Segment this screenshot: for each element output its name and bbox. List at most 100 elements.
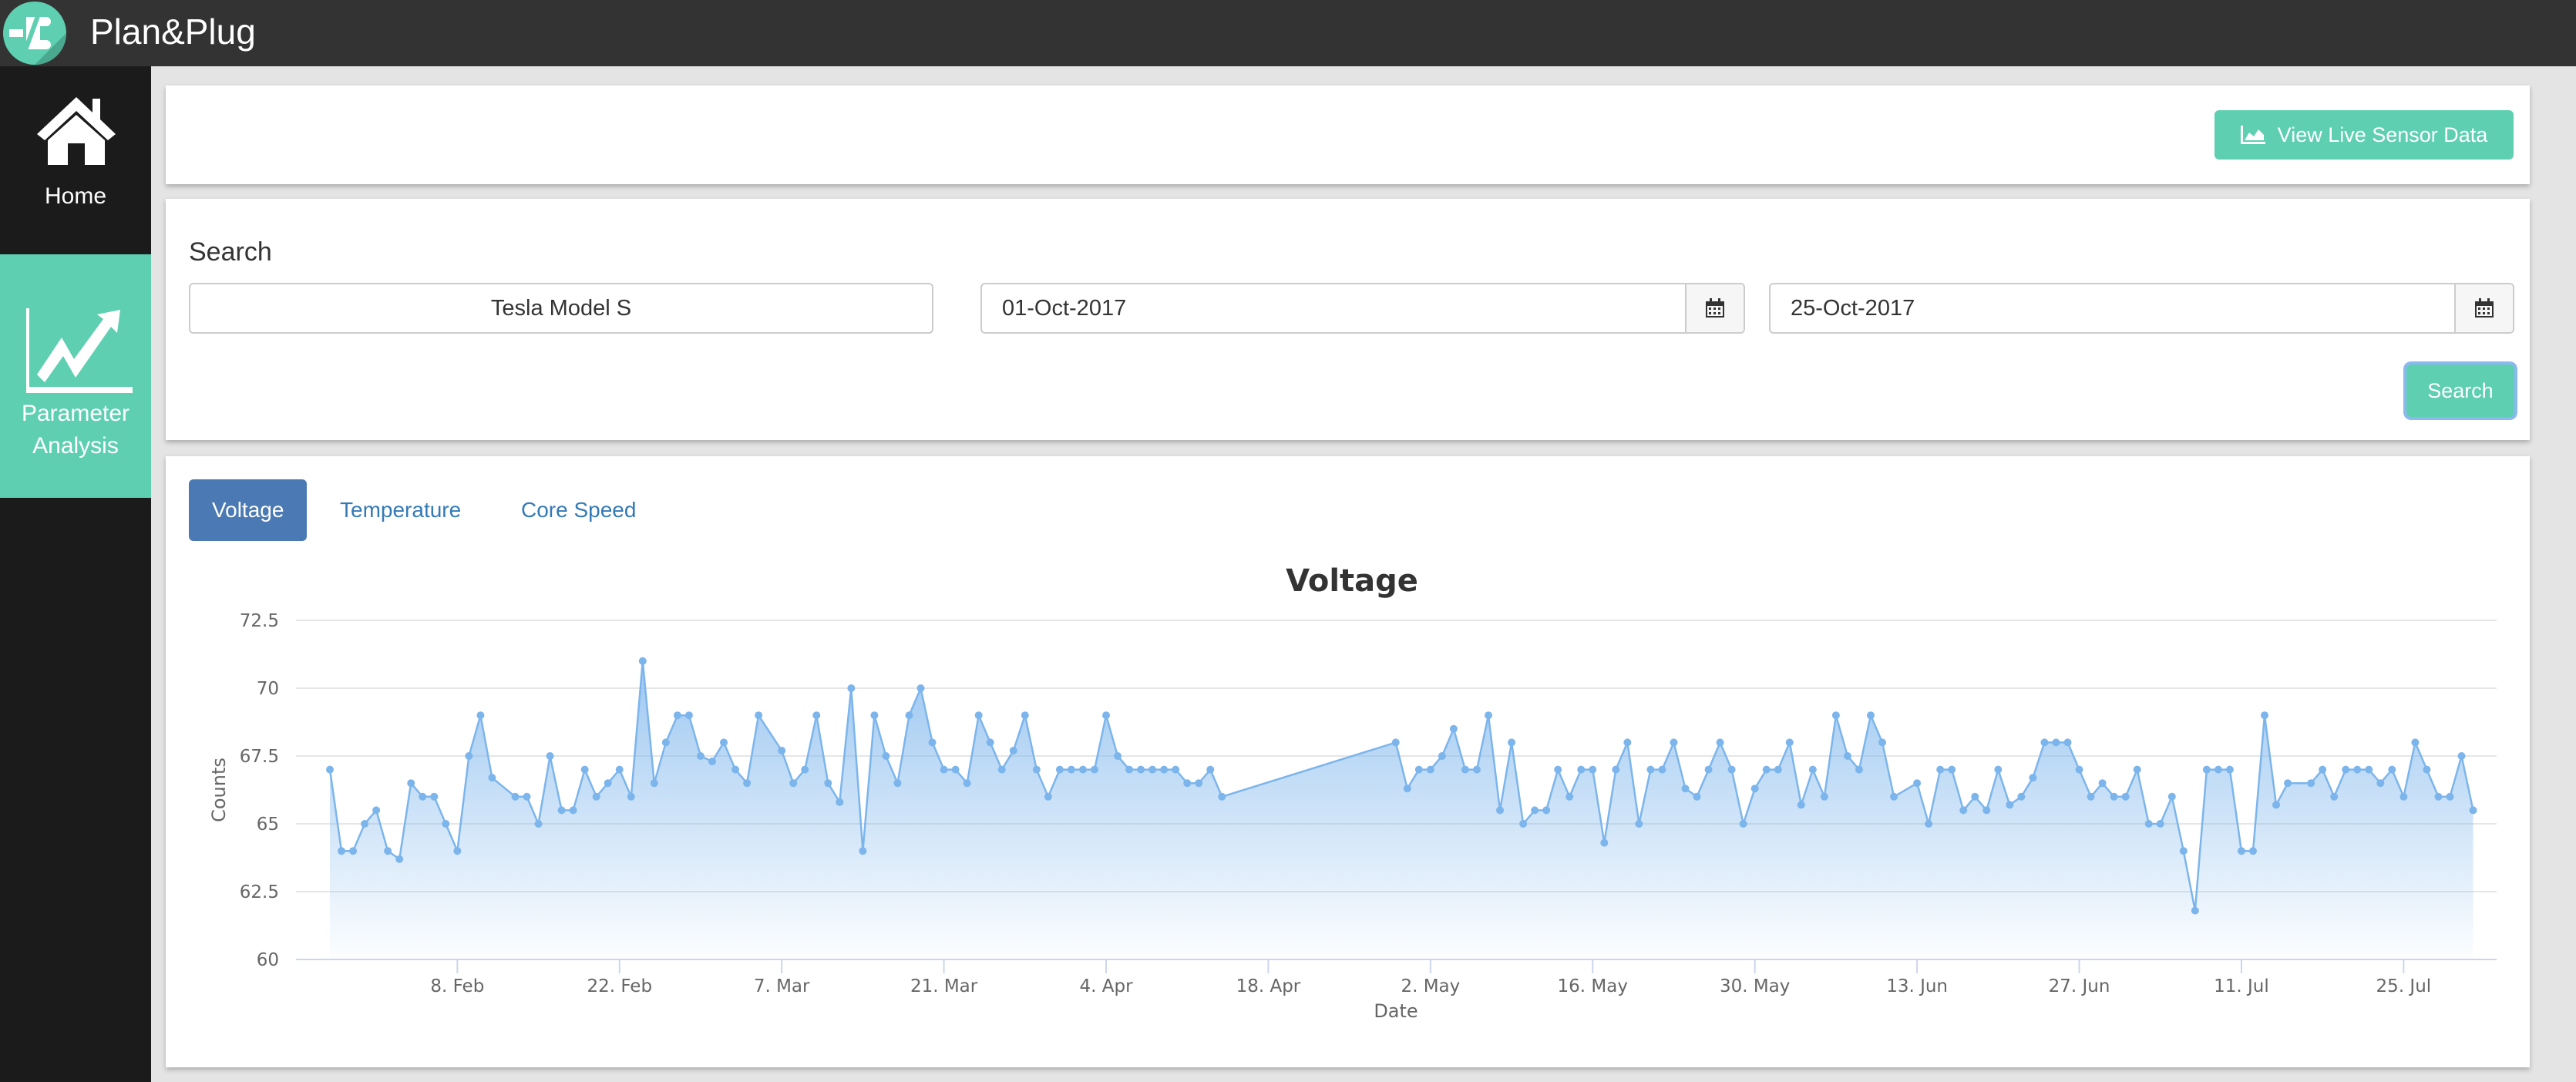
data-point — [546, 752, 554, 760]
data-point — [1403, 785, 1411, 793]
data-point — [2017, 792, 2026, 801]
data-point — [1808, 765, 1817, 774]
y-tick-label: 60 — [257, 950, 279, 970]
data-point — [326, 765, 334, 774]
data-point — [2133, 765, 2141, 774]
calendar-icon — [2475, 298, 2494, 318]
sidebar-item-home[interactable]: Home — [0, 66, 151, 254]
x-tick-label: 4. Apr — [1079, 976, 1133, 996]
data-point — [592, 792, 600, 801]
series-line — [328, 660, 2474, 911]
data-point — [2330, 792, 2339, 801]
x-tick-label: 16. May — [1558, 976, 1628, 996]
start-date-calendar-button[interactable] — [1685, 284, 1744, 332]
data-point — [1855, 765, 1863, 774]
toolbar-card: View Live Sensor Data — [166, 86, 2530, 184]
data-point — [465, 752, 473, 760]
data-point — [708, 758, 716, 766]
data-point — [2237, 847, 2245, 855]
data-point — [2087, 792, 2095, 801]
data-point — [2248, 847, 2257, 855]
data-point — [2319, 765, 2327, 774]
plug-logo-icon[interactable] — [3, 2, 66, 65]
data-point — [1195, 779, 1203, 788]
data-point — [2167, 792, 2176, 801]
data-point — [1032, 765, 1041, 774]
x-tick-label: 2. May — [1401, 976, 1460, 996]
data-point — [1831, 711, 1840, 720]
data-point — [2376, 779, 2385, 788]
data-point — [1565, 792, 1574, 801]
data-point — [488, 774, 496, 782]
sidebar-item-parameter-analysis[interactable]: Parameter Analysis — [0, 254, 151, 498]
data-point — [743, 779, 752, 788]
data-point — [1670, 738, 1678, 747]
data-point — [801, 765, 809, 774]
data-point — [2399, 792, 2408, 801]
x-tick-label: 8. Feb — [430, 976, 484, 996]
vehicle-input[interactable]: Tesla Model S — [189, 283, 933, 334]
data-point — [627, 792, 635, 801]
data-point — [916, 684, 925, 692]
data-point — [1589, 765, 1597, 774]
data-point — [2179, 847, 2188, 855]
data-point — [696, 752, 705, 760]
tab-temperature[interactable]: Temperature — [340, 498, 462, 522]
data-point — [2110, 792, 2118, 801]
data-point — [2342, 765, 2350, 774]
view-live-sensor-data-button[interactable]: View Live Sensor Data — [2214, 110, 2514, 160]
data-point — [847, 684, 856, 692]
data-point — [905, 711, 913, 720]
data-point — [778, 746, 786, 754]
chart-title: Voltage — [1286, 563, 1418, 599]
search-heading: Search — [189, 237, 272, 267]
data-point — [812, 711, 821, 720]
data-point — [1021, 711, 1029, 720]
data-point — [638, 657, 647, 665]
data-point — [1635, 820, 1643, 828]
y-tick-label: 62.5 — [240, 882, 279, 902]
data-point — [1531, 806, 1539, 815]
data-point — [557, 806, 566, 815]
data-point — [338, 847, 346, 855]
trending-up-chart-icon — [26, 308, 133, 393]
data-point — [1078, 765, 1087, 774]
sidebar-item-label: Home — [44, 183, 107, 209]
data-point — [1704, 765, 1713, 774]
search-button[interactable]: Search — [2406, 365, 2514, 417]
tab-core-speed[interactable]: Core Speed — [521, 498, 637, 522]
data-point — [1750, 785, 1759, 793]
data-point — [407, 779, 415, 788]
data-point — [2411, 738, 2420, 747]
data-point — [1426, 765, 1434, 774]
data-point — [963, 779, 971, 788]
start-date-input[interactable]: 01-Oct-2017 — [980, 283, 1745, 334]
data-point — [2272, 801, 2281, 809]
data-point — [2156, 820, 2164, 828]
start-date-value: 01-Oct-2017 — [1002, 295, 1127, 321]
data-point — [1485, 711, 1492, 720]
end-date-calendar-button[interactable] — [2454, 284, 2513, 332]
y-tick-label: 65 — [257, 815, 279, 835]
data-point — [419, 792, 427, 801]
data-point — [361, 820, 369, 828]
data-point — [2365, 765, 2373, 774]
end-date-input[interactable]: 25-Oct-2017 — [1769, 283, 2514, 334]
data-point — [2446, 792, 2454, 801]
data-point — [1090, 765, 1098, 774]
data-point — [1925, 820, 1933, 828]
data-point — [2469, 806, 2477, 815]
data-point — [1391, 738, 1400, 747]
data-point — [731, 765, 740, 774]
data-point — [1102, 711, 1111, 720]
data-point — [2144, 820, 2153, 828]
sidebar-item-label: Parameter — [21, 401, 130, 426]
data-point — [2121, 792, 2130, 801]
data-point — [604, 779, 612, 788]
data-point — [928, 738, 937, 747]
tab-voltage[interactable]: Voltage — [189, 479, 308, 541]
data-point — [974, 711, 983, 720]
x-tick-label: 11. Jul — [2214, 976, 2269, 996]
data-point — [372, 806, 381, 815]
home-icon — [37, 97, 116, 165]
